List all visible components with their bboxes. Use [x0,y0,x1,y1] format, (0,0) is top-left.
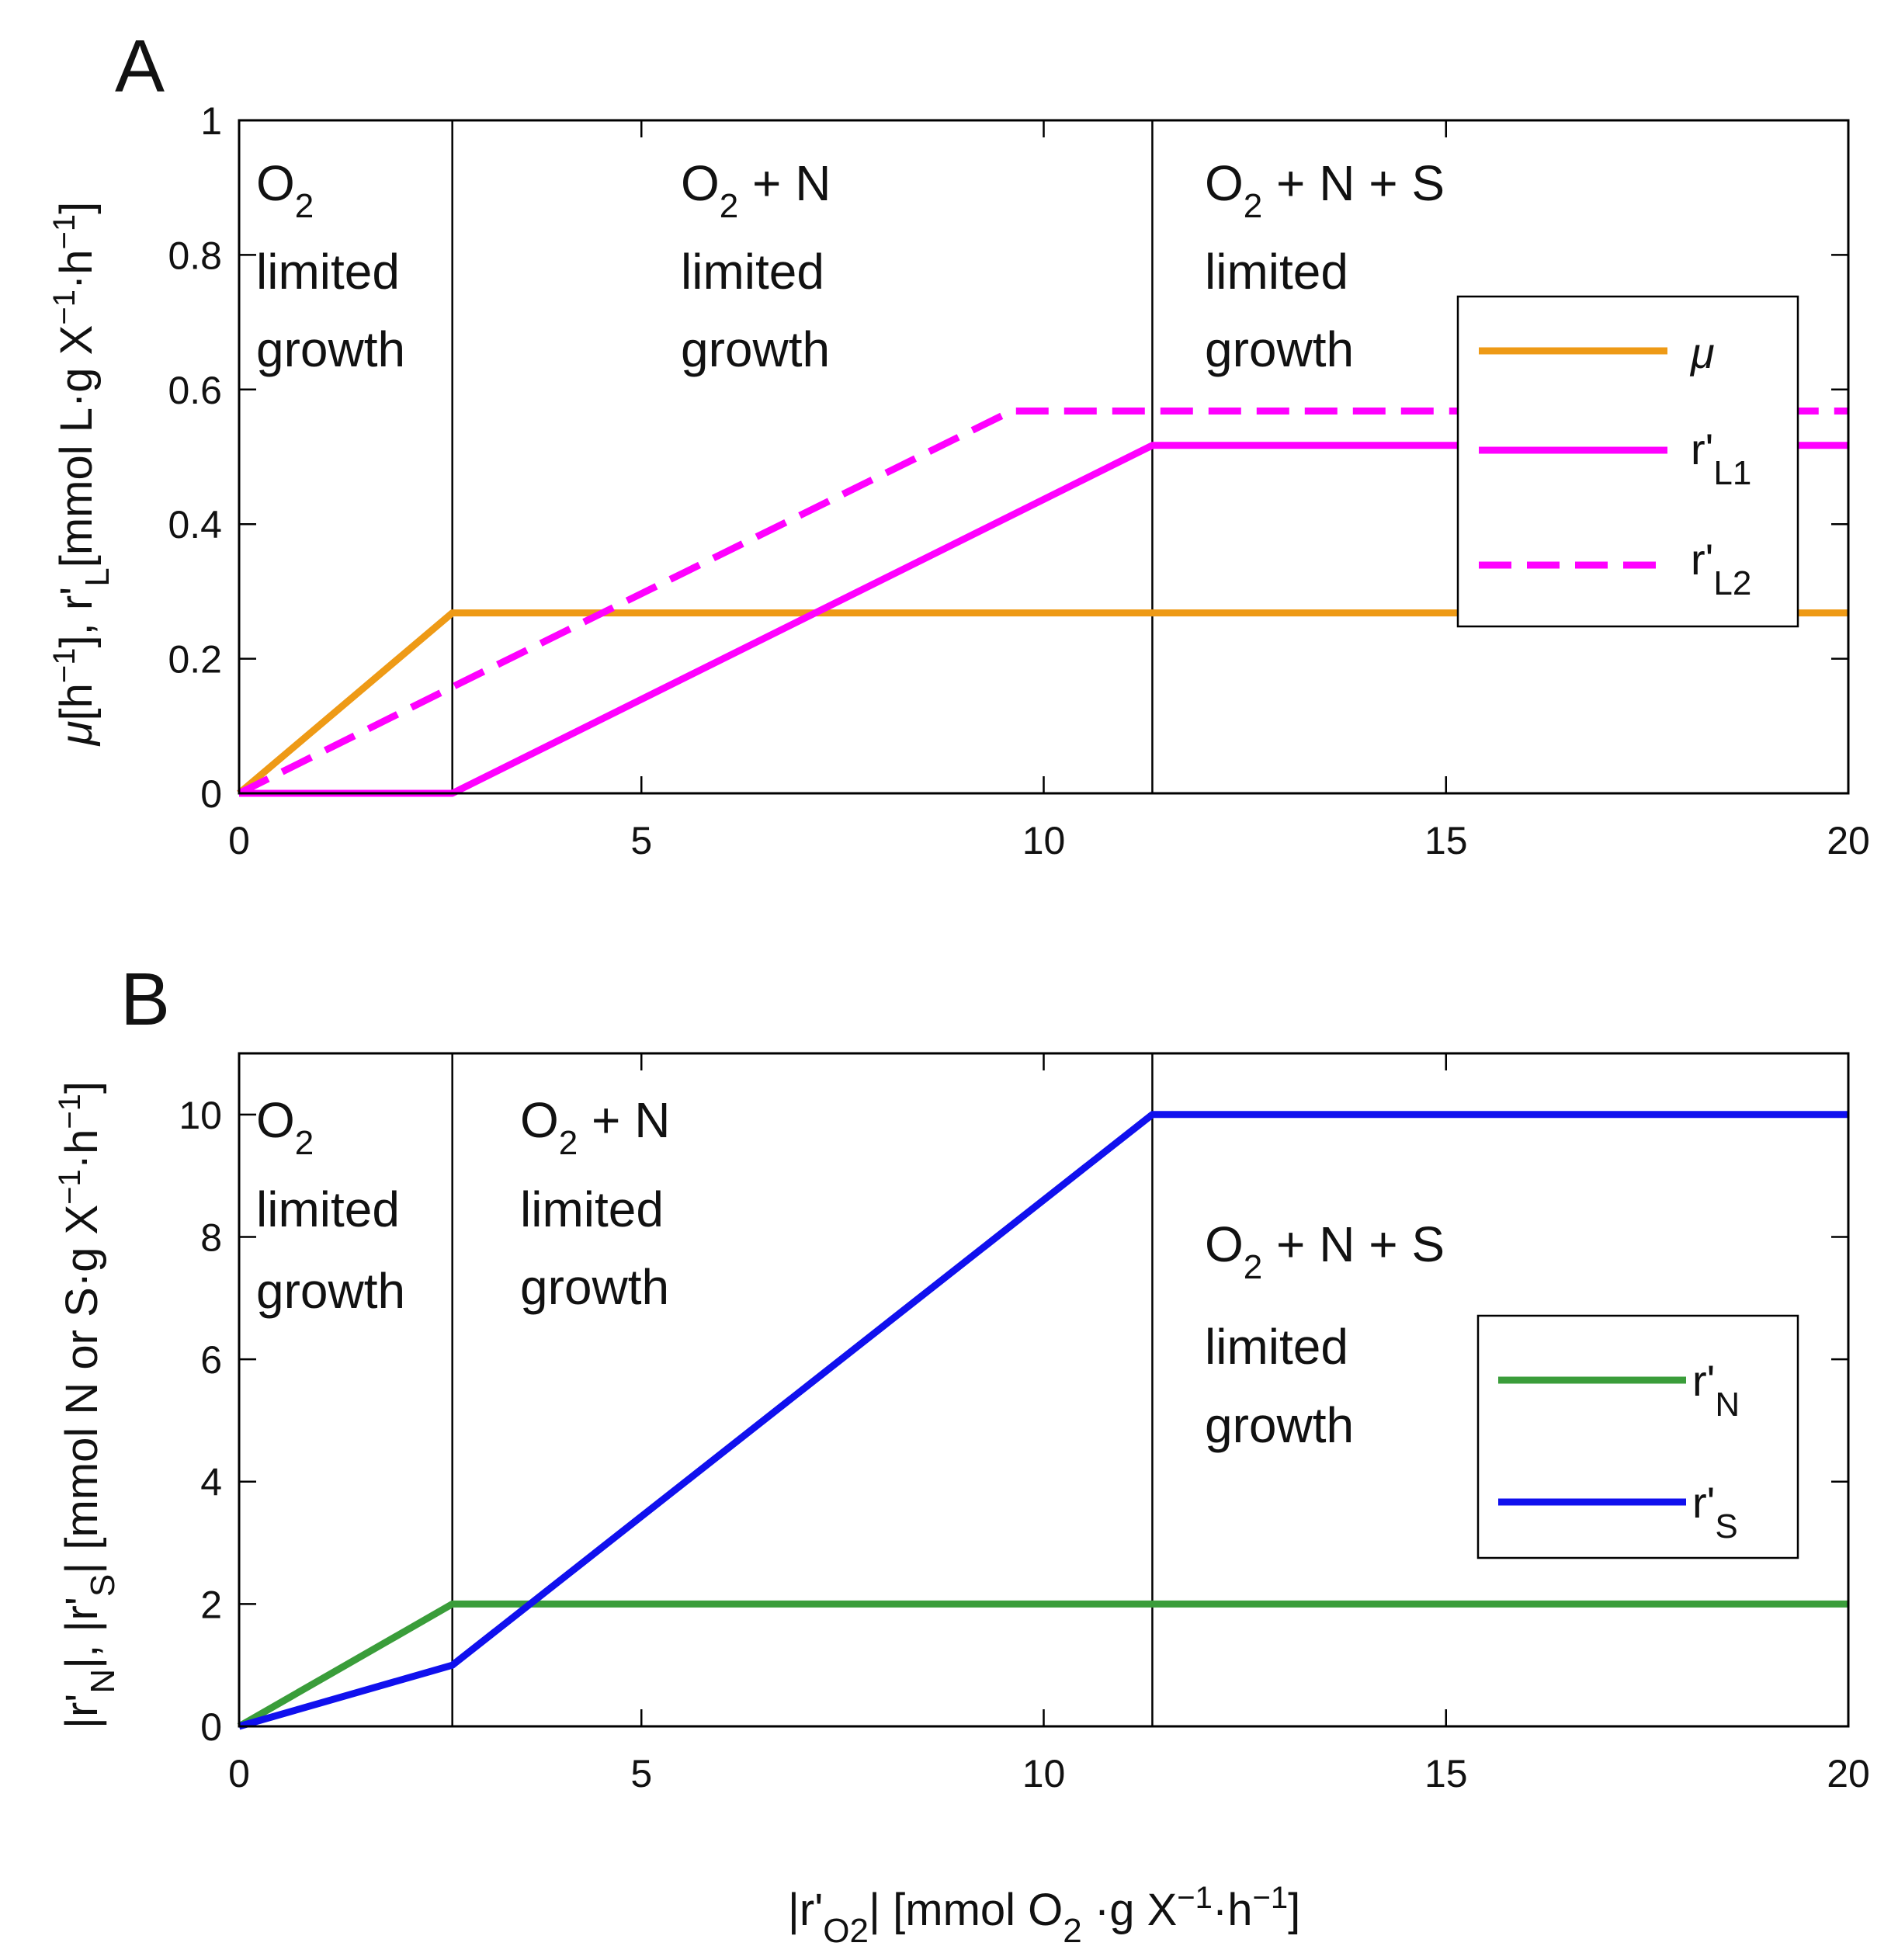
x-tick-label: 10 [1022,819,1066,862]
panel-a-plot-frame [238,119,1850,795]
legend-mu-label: μ [1689,328,1715,377]
x-tick-label: 10 [1022,1752,1066,1795]
svg-text:O2 + N + S: O2 + N + S [1205,155,1445,225]
svg-text:O2 + N: O2 + N [520,1092,670,1162]
legend-rl1-label: r'L1 [1691,425,1751,492]
panel-b-legend: r'N r'S [1476,1314,1799,1559]
svg-text:limited: limited [681,244,824,300]
svg-text:limited: limited [1205,244,1348,300]
legend-rn-label: r'N [1692,1356,1740,1424]
svg-text:limited: limited [256,1181,400,1237]
x-tick-label: 0 [228,1752,250,1795]
x-tick-label: 5 [630,1752,652,1795]
panel-a-region-2: O2 + N limited growth [681,155,831,377]
panel-a-y-axis-label: μ[h−1], r'L[mmol L·g X−1·h−1] [47,202,116,748]
panel-b-x-axis-label: |r'O2| [mmol O2 ·g X−1·h−1] [788,1881,1300,1950]
x-tick-label: 20 [1827,819,1870,862]
svg-text:growth: growth [256,321,405,377]
panel-b-legend-box [1476,1314,1799,1559]
panel-a-region-3: O2 + N + S limited growth [1205,155,1445,377]
x-tick-label: 20 [1827,1752,1870,1795]
y-tick-label: 0.2 [168,638,222,682]
panel-a-label: A [115,25,165,108]
legend-rs-label: r'S [1692,1478,1738,1545]
y-tick-label: 0 [200,772,222,816]
y-tick-label: 0 [200,1705,222,1749]
svg-text:O2 + N + S: O2 + N + S [1205,1216,1445,1286]
svg-text:limited: limited [520,1181,664,1237]
y-tick-label: 0.8 [168,234,222,277]
panel-b: B |r'N|, |r'S| [mmol N or S·g X−1·h−1] |… [53,958,1870,1950]
y-tick-label: 0.4 [168,503,222,546]
svg-text:growth: growth [520,1259,669,1315]
panel-b-series [237,1111,1848,1730]
y-tick-label: 10 [179,1094,222,1137]
series-line-rs [238,1111,1848,1730]
legend-rl2-label: r'L2 [1691,535,1751,602]
panel-a-ticks: 0 5 10 15 20 0 0.2 0.4 0.6 0.8 1 [168,99,1869,862]
svg-text:limited: limited [256,244,400,300]
panel-b-plot-frame [238,1052,1850,1728]
svg-text:O2 + N: O2 + N [681,155,831,225]
svg-text:growth: growth [1205,321,1354,377]
svg-text:growth: growth [681,321,830,377]
panel-b-y-axis-label: |r'N|, |r'S| [mmol N or S·g X−1·h−1] [53,1081,122,1729]
y-tick-label: 4 [200,1461,222,1504]
panel-b-region-1: O2 limited growth [256,1092,405,1319]
x-tick-label: 5 [630,819,652,862]
series-line-rl2 [237,408,1848,797]
panel-b-region-dividers [451,1053,1154,1726]
svg-text:growth: growth [1205,1397,1354,1453]
panel-a-legend: μ r'L1 r'L2 [1456,295,1799,628]
series-line- [237,609,1848,796]
y-tick-label: 1 [200,99,222,143]
y-tick-label: 2 [200,1583,222,1626]
panel-b-region-2: O2 + N limited growth [520,1092,670,1315]
x-tick-label: 0 [228,819,250,862]
panel-b-label: B [120,958,170,1041]
y-tick-label: 8 [200,1216,222,1259]
svg-text:O2: O2 [256,1092,314,1162]
panel-a: A μ[h−1], r'L[mmol L·g X−1·h−1] 0 5 10 15 20… [47,25,1870,862]
y-tick-label: 0.6 [168,369,222,412]
panel-a-region-1: O2 limited growth [256,155,405,377]
x-tick-label: 15 [1424,1752,1468,1795]
panel-b-region-3: O2 + N + S limited growth [1205,1216,1445,1453]
x-tick-label: 15 [1424,819,1468,862]
series-line-rn [237,1600,1848,1729]
svg-text:limited: limited [1205,1319,1348,1375]
y-tick-label: 6 [200,1338,222,1382]
svg-text:O2: O2 [256,155,314,225]
mu-symbol: μ [51,720,102,747]
panel-b-ticks: 0 5 10 15 20 0 2 4 6 8 10 [179,1053,1870,1795]
panel-a-region-dividers [451,120,1154,793]
svg-text:growth: growth [256,1263,405,1319]
